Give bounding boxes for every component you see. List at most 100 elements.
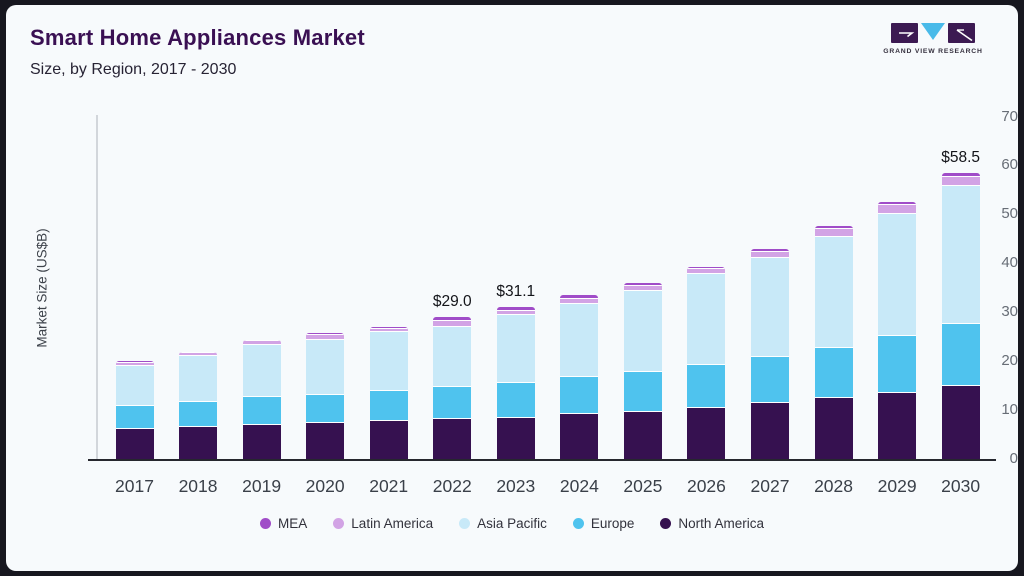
segment-latin-america-2026 [687, 268, 726, 275]
segment-europe-2027 [751, 356, 789, 403]
x-label-2024: 2024 [559, 476, 599, 496]
segment-north-america-2019 [242, 424, 281, 459]
segment-asia-pacific-2024 [560, 303, 599, 377]
legend-dot-icon [333, 518, 345, 529]
segment-north-america-2030 [941, 385, 980, 459]
segment-latin-america-2027 [751, 251, 789, 259]
y-axis-title: Market Size (US$B) [34, 228, 50, 348]
segment-mea-2027 [751, 249, 789, 252]
segment-north-america-2023 [496, 417, 535, 459]
legend-label: Asia Pacific [477, 516, 547, 531]
segment-europe-2025 [623, 371, 662, 412]
x-label-2019: 2019 [242, 476, 282, 496]
segment-mea-2025 [623, 282, 662, 287]
segment-asia-pacific-2019 [242, 344, 281, 397]
segment-europe-2030 [941, 323, 980, 386]
segment-europe-2023 [496, 382, 535, 418]
segment-asia-pacific-2022 [433, 326, 472, 387]
segment-north-america-2028 [814, 397, 853, 459]
segment-north-america-2022 [433, 418, 472, 459]
x-label-2029: 2029 [877, 476, 917, 496]
bar-2025 [623, 282, 662, 459]
x-axis-line [88, 458, 996, 461]
x-label-2022: 2022 [432, 476, 472, 496]
segment-mea-2022 [433, 317, 472, 322]
segment-latin-america-2017 [115, 362, 154, 367]
legend-label: Latin America [351, 516, 434, 531]
page-title: Smart Home Appliances Market [30, 25, 365, 50]
segment-europe-2022 [433, 386, 472, 419]
segment-asia-pacific-2017 [115, 366, 154, 407]
segment-asia-pacific-2030 [941, 185, 980, 324]
bar-2021 [369, 327, 408, 459]
segment-mea-2017 [115, 360, 154, 363]
segment-latin-america-2028 [814, 229, 853, 238]
logo-text: GRAND VIEW RESEARCH [883, 48, 983, 55]
legend-label: MEA [278, 516, 308, 531]
x-label-2023: 2023 [496, 476, 536, 496]
legend-dot-icon [572, 518, 584, 529]
segment-mea-2023 [496, 307, 535, 311]
x-label-2026: 2026 [686, 476, 726, 496]
y-axis-line [96, 115, 98, 459]
y-tick-70: 70 [1001, 107, 1018, 125]
segment-europe-2021 [369, 390, 408, 421]
legend-label: Europe [590, 516, 635, 531]
page-subtitle: Size, by Region, 2017 - 2030 [30, 61, 237, 78]
segment-europe-2029 [878, 336, 917, 393]
bar-2028 [814, 226, 853, 459]
segment-latin-america-2021 [369, 328, 408, 332]
segment-north-america-2017 [115, 428, 154, 459]
bar-2019 [242, 339, 281, 459]
chart-card: Smart Home Appliances Market Size, by Re… [6, 5, 1018, 571]
x-label-2021: 2021 [369, 476, 409, 496]
y-tick-20: 20 [1001, 351, 1018, 369]
x-label-2027: 2027 [750, 476, 790, 496]
y-tick-40: 40 [1001, 254, 1018, 272]
segment-mea-2019 [242, 339, 281, 342]
x-label-2028: 2028 [814, 476, 854, 496]
segment-mea-2028 [814, 226, 853, 230]
segment-latin-america-2022 [433, 321, 472, 327]
value-label-2030: $58.5 [941, 149, 981, 167]
x-label-2020: 2020 [305, 476, 345, 496]
y-tick-50: 50 [1001, 205, 1018, 223]
y-tick-10: 10 [1001, 400, 1018, 418]
segment-asia-pacific-2020 [306, 340, 345, 395]
x-label-2017: 2017 [115, 476, 154, 496]
bar-2023 [496, 307, 535, 459]
segment-europe-2017 [115, 406, 154, 429]
segment-europe-2018 [179, 401, 218, 427]
segment-europe-2028 [814, 347, 853, 398]
segment-mea-2026 [687, 266, 726, 269]
x-label-2018: 2018 [178, 476, 218, 496]
logo-letter-g [891, 23, 918, 43]
x-label-2025: 2025 [623, 476, 663, 496]
bar-2027 [751, 249, 789, 459]
segment-mea-2024 [560, 295, 599, 299]
segment-europe-2019 [242, 396, 281, 425]
legend: MEA Latin America Asia Pacific Europe North … [6, 516, 1018, 531]
segment-north-america-2018 [179, 426, 218, 459]
segment-mea-2030 [941, 173, 980, 178]
bar-2018 [179, 351, 218, 459]
segment-north-america-2029 [878, 392, 917, 459]
segment-north-america-2020 [306, 422, 345, 459]
segment-north-america-2024 [560, 414, 599, 459]
segment-north-america-2026 [687, 407, 726, 459]
segment-asia-pacific-2029 [878, 214, 917, 337]
logo-marks [878, 23, 988, 45]
legend-item-north-america: North America [660, 516, 764, 531]
legend-item-europe: Europe [572, 516, 635, 531]
y-tick-0: 0 [1009, 449, 1018, 467]
y-tick-60: 60 [1001, 156, 1018, 174]
segment-mea-2021 [369, 327, 408, 329]
bar-2017 [115, 360, 154, 459]
legend-item-asia-pacific: Asia Pacific [459, 516, 547, 531]
segment-latin-america-2024 [560, 298, 599, 304]
value-label-2022: $29.0 [432, 293, 472, 311]
y-tick-30: 30 [1001, 302, 1018, 320]
segment-latin-america-2019 [242, 341, 281, 345]
segment-asia-pacific-2026 [687, 274, 726, 365]
segment-asia-pacific-2025 [623, 291, 662, 372]
